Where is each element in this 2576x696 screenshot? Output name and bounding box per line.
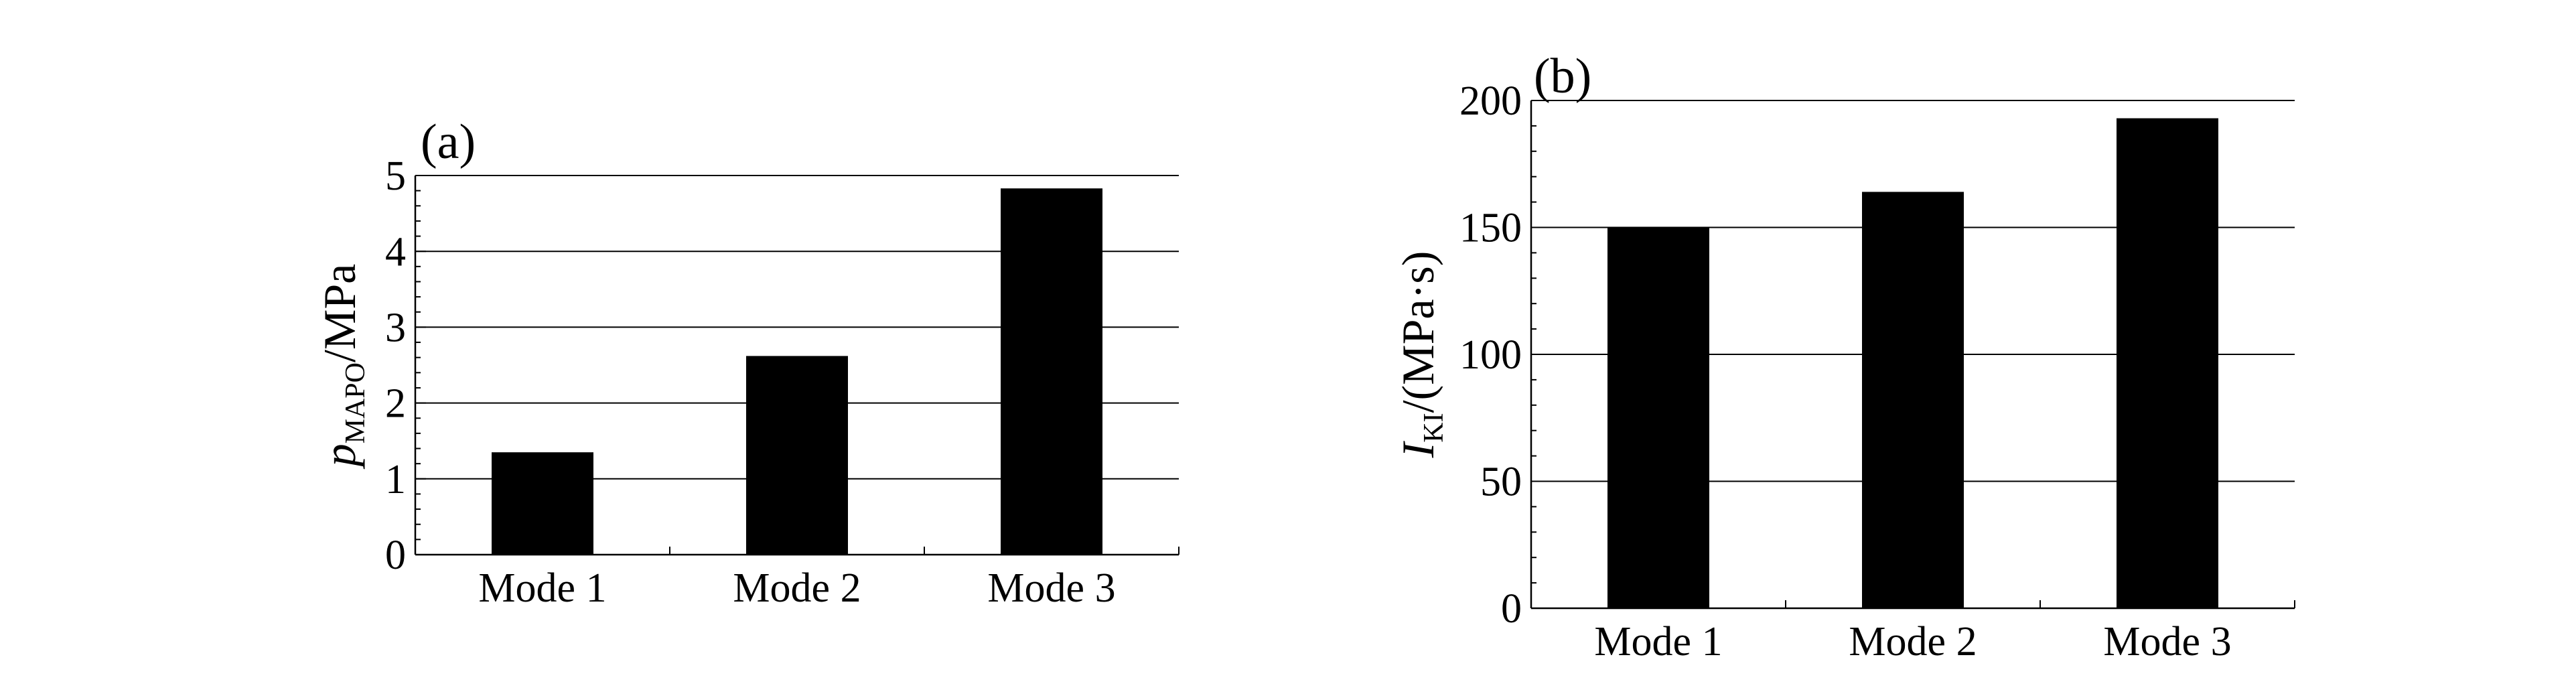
ticks: 0 1 2 3 4 5 Mode 1 Mode 2 Mode 3 — [385, 153, 1179, 611]
x-tick-label: Mode 1 — [1594, 619, 1722, 665]
x-tick-label: Mode 2 — [1849, 619, 1977, 665]
y-tick-label: 0 — [385, 533, 406, 578]
bars — [492, 188, 1102, 555]
x-tick-label: Mode 2 — [733, 565, 861, 611]
chart-panel-b: 0 50 100 150 200 Mode 1 Mode 2 Mode 3 (b) IKI/(… — [1392, 49, 2295, 665]
y-tick-label: 0 — [1501, 586, 1522, 632]
y-tick-label: 2 — [385, 381, 406, 427]
bar — [746, 356, 848, 555]
panel-label: (b) — [1534, 49, 1591, 104]
y-tick-label: 4 — [385, 229, 406, 275]
bar — [1001, 188, 1102, 555]
chart-panel-a: 0 1 2 3 4 5 Mode 1 Mode 2 Mode 3 (a) pMAPO/MPa — [314, 115, 1179, 611]
axes — [414, 176, 1179, 556]
y-tick-label: 5 — [385, 153, 406, 199]
y-tick-label: 50 — [1480, 460, 1522, 505]
y-tick-label: 1 — [385, 457, 406, 502]
bar — [1862, 192, 1964, 608]
x-tick-label: Mode 1 — [478, 565, 606, 611]
y-axis-label-unit: /(MPa·s) — [1392, 251, 1443, 413]
ticks: 0 50 100 150 200 Mode 1 Mode 2 Mode 3 — [1459, 78, 2295, 665]
y-axis-label: IKI/(MPa·s) — [1392, 251, 1449, 459]
y-tick-label: 3 — [385, 305, 406, 350]
y-tick-label: 150 — [1459, 206, 1522, 251]
y-axis-label-unit: /MPa — [314, 264, 365, 362]
y-axis-label-subscript: MAPO — [340, 362, 371, 443]
x-tick-label: Mode 3 — [987, 565, 1115, 611]
y-axis-label-subscript: KI — [1419, 413, 1449, 442]
bar — [2117, 118, 2218, 608]
bar — [492, 452, 593, 555]
bar — [1607, 227, 1709, 608]
y-tick-label: 200 — [1459, 78, 1522, 124]
bars — [1607, 118, 2218, 608]
y-axis-label-symbol: I — [1392, 440, 1443, 458]
panel-label: (a) — [421, 115, 476, 169]
y-tick-label: 100 — [1459, 332, 1522, 378]
x-tick-label: Mode 3 — [2103, 619, 2231, 665]
y-axis-label: pMAPO/MPa — [314, 264, 371, 470]
y-axis-label-symbol: p — [314, 443, 365, 469]
